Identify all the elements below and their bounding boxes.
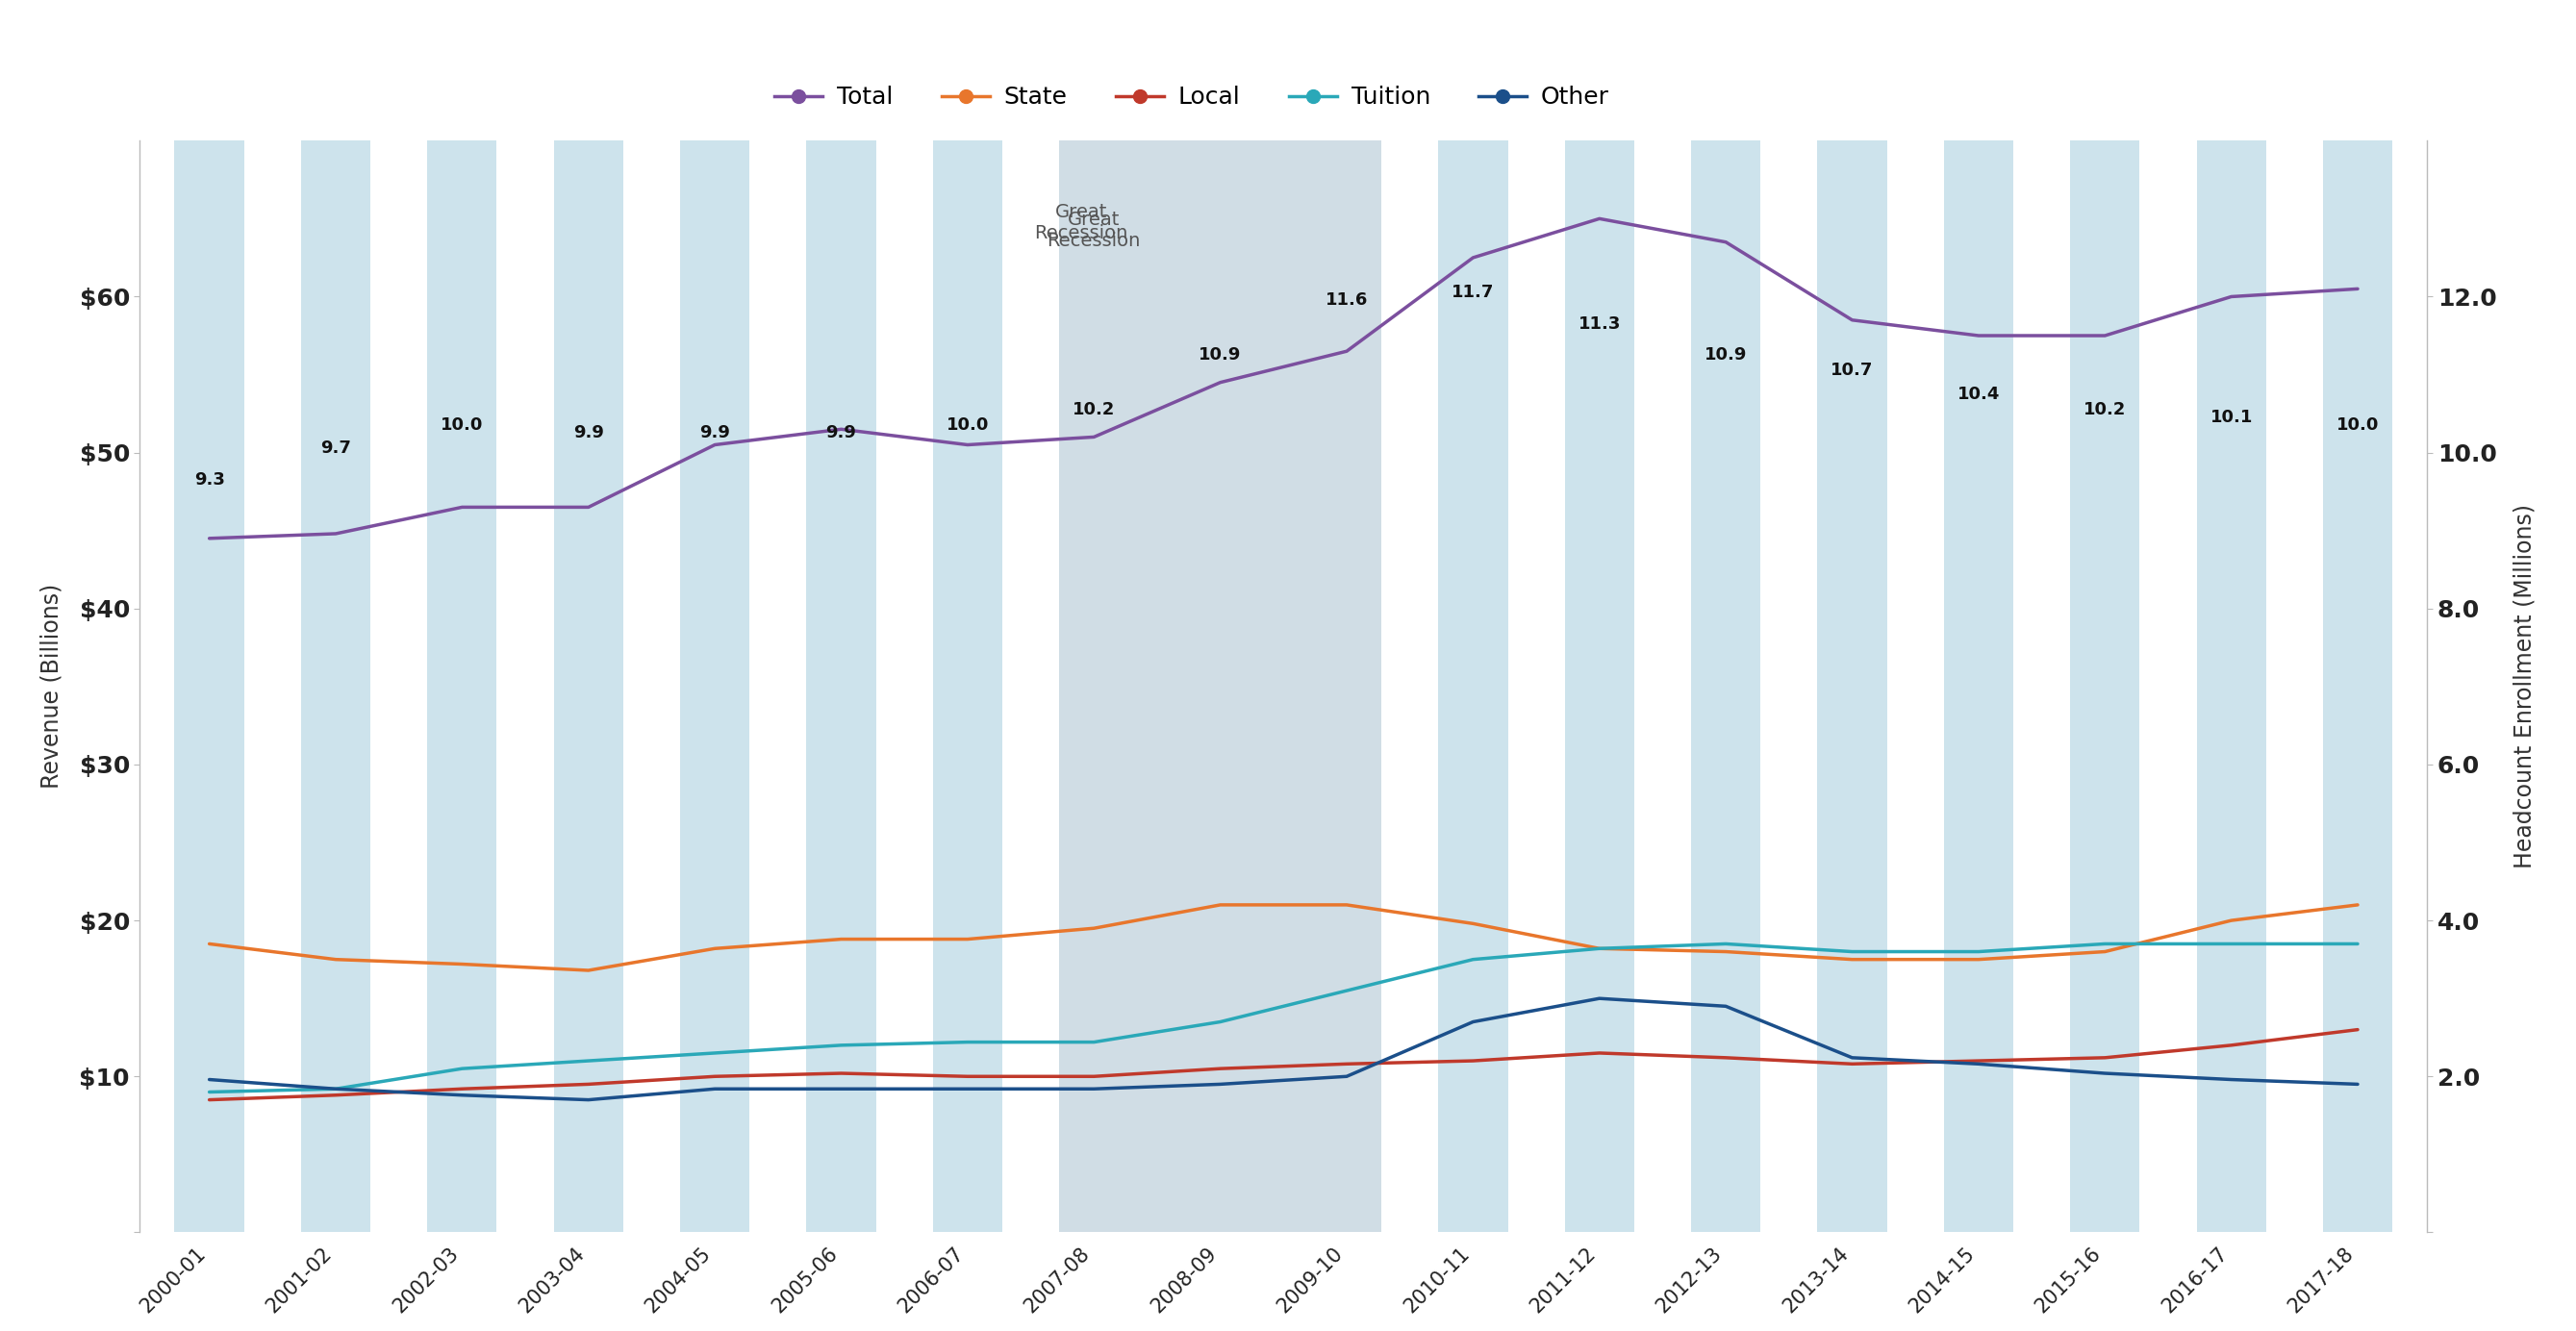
Text: 10.9: 10.9 bbox=[1705, 346, 1747, 363]
Text: 10.0: 10.0 bbox=[945, 417, 989, 434]
Bar bbox=[933, 141, 1002, 1233]
Text: Great
Recession: Great Recession bbox=[1036, 202, 1128, 242]
Text: 10.9: 10.9 bbox=[1198, 346, 1242, 363]
Text: 9.3: 9.3 bbox=[193, 471, 224, 488]
Text: 11.3: 11.3 bbox=[1579, 315, 1620, 333]
Bar bbox=[1437, 141, 1507, 1233]
Bar bbox=[1059, 141, 1381, 1233]
Text: 10.0: 10.0 bbox=[440, 417, 484, 434]
Bar bbox=[1819, 141, 1886, 1233]
Bar bbox=[2197, 141, 2267, 1233]
Bar bbox=[680, 141, 750, 1233]
Bar bbox=[1690, 141, 1759, 1233]
Text: 10.1: 10.1 bbox=[2210, 409, 2251, 426]
Text: 11.7: 11.7 bbox=[1453, 284, 1494, 301]
Text: 10.4: 10.4 bbox=[1958, 386, 1999, 403]
Legend: Total, State, Local, Tuition, Other: Total, State, Local, Tuition, Other bbox=[765, 76, 1618, 118]
Text: 9.9: 9.9 bbox=[701, 425, 729, 442]
Bar bbox=[301, 141, 371, 1233]
Bar bbox=[1564, 141, 1633, 1233]
Text: 10.7: 10.7 bbox=[1832, 362, 1873, 379]
Bar bbox=[554, 141, 623, 1233]
Bar bbox=[175, 141, 245, 1233]
Bar bbox=[2324, 141, 2393, 1233]
Text: 10.0: 10.0 bbox=[2336, 417, 2380, 434]
Y-axis label: Headcount Enrollment (Millions): Headcount Enrollment (Millions) bbox=[2512, 504, 2535, 869]
Text: 9.9: 9.9 bbox=[827, 425, 858, 442]
Bar bbox=[1945, 141, 2014, 1233]
Text: 10.2: 10.2 bbox=[1072, 401, 1115, 418]
Text: 10.2: 10.2 bbox=[2084, 401, 2125, 418]
Bar bbox=[806, 141, 876, 1233]
Bar bbox=[428, 141, 497, 1233]
Text: 9.9: 9.9 bbox=[572, 425, 603, 442]
Bar bbox=[2071, 141, 2141, 1233]
Text: 9.7: 9.7 bbox=[319, 441, 350, 458]
Y-axis label: Revenue (Billions): Revenue (Billions) bbox=[41, 584, 64, 789]
Text: 11.6: 11.6 bbox=[1324, 291, 1368, 309]
Text: Great
Recession: Great Recession bbox=[1046, 210, 1141, 250]
